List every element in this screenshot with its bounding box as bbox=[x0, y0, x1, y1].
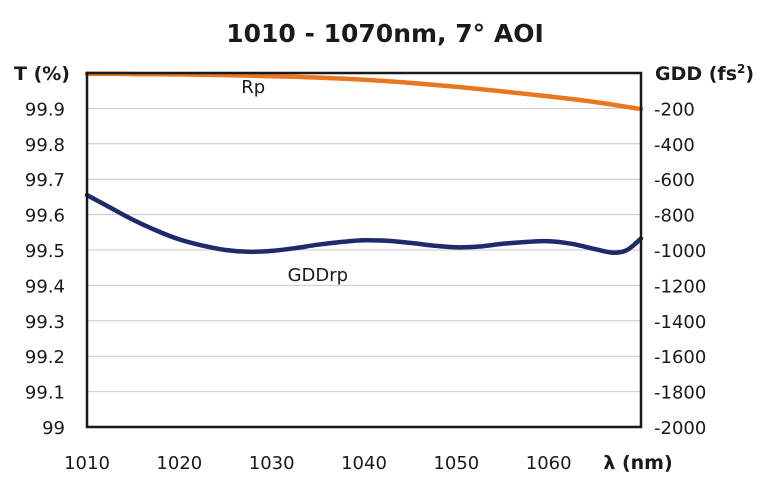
series-labels: Rp GDDrp bbox=[241, 77, 348, 286]
grid bbox=[87, 107, 641, 393]
x-tick-label: 1030 bbox=[249, 453, 295, 474]
series-layer bbox=[84, 71, 644, 255]
y-right-tick-label: -800 bbox=[654, 206, 695, 227]
series-line-gddrp bbox=[84, 192, 644, 255]
y-right-tick-label: -1400 bbox=[654, 312, 706, 333]
y-right-tick-label: -1000 bbox=[654, 241, 706, 262]
x-axis-title: λ (nm) bbox=[603, 452, 672, 474]
y-left-axis-title: T (%) bbox=[14, 63, 70, 85]
x-tick-label: 1060 bbox=[526, 453, 572, 474]
y-right-axis-title-sup: 2 bbox=[737, 62, 745, 76]
y-right-tick-label: -1800 bbox=[654, 383, 706, 404]
x-tick-label: 1020 bbox=[156, 453, 202, 474]
series-line-rp bbox=[84, 71, 644, 112]
x-tick-label: 1010 bbox=[64, 453, 110, 474]
y-right-axis-title-end: ) bbox=[745, 63, 754, 85]
y-right-axis-title-main: GDD (fs bbox=[655, 63, 737, 85]
tick-labels: 99.9 99.8 99.7 99.6 99.5 99.4 99.3 99.2 99.1 99 -2… bbox=[25, 99, 706, 474]
y-right-tick-label: -600 bbox=[654, 170, 695, 191]
series-label: Rp bbox=[241, 77, 265, 98]
series-label: GDDrp bbox=[288, 265, 349, 286]
x-tick-label: 1050 bbox=[433, 453, 479, 474]
y-right-tick-label: -2000 bbox=[654, 418, 706, 439]
y-right-tick-label: -1200 bbox=[654, 276, 706, 297]
chart-title: 1010 - 1070nm, 7° AOI bbox=[226, 19, 544, 48]
y-left-tick-label: 99.3 bbox=[25, 312, 65, 333]
y-left-tick-label: 99.7 bbox=[25, 170, 65, 191]
y-left-tick-label: 99.8 bbox=[25, 135, 65, 156]
y-left-tick-label: 99.2 bbox=[25, 347, 65, 368]
y-left-tick-label: 99.6 bbox=[25, 206, 65, 227]
y-left-tick-label: 99.9 bbox=[25, 99, 65, 120]
y-right-tick-label: -200 bbox=[654, 99, 695, 120]
y-left-tick-label: 99 bbox=[42, 418, 65, 439]
y-left-tick-label: 99.5 bbox=[25, 241, 65, 262]
y-left-tick-label: 99.1 bbox=[25, 383, 65, 404]
y-right-axis-title: GDD (fs2) bbox=[655, 62, 754, 85]
y-left-tick-label: 99.4 bbox=[25, 276, 65, 297]
y-right-tick-label: -400 bbox=[654, 135, 695, 156]
plot-frame bbox=[85, 71, 643, 429]
y-right-tick-label: -1600 bbox=[654, 347, 706, 368]
x-tick-label: 1040 bbox=[341, 453, 387, 474]
